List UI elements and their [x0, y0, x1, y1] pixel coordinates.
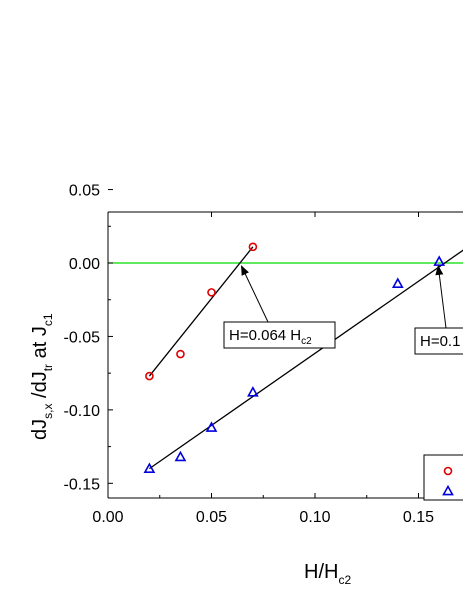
annotation-left-arrow [241, 265, 269, 323]
plot-area [108, 242, 463, 474]
y-tick-label: -0.05 [64, 329, 101, 346]
y-axis-title: dJs,x /dJtr at Jc1 [29, 313, 55, 440]
series-1-point [207, 288, 216, 297]
annotation-right-box [414, 327, 463, 355]
legend-box [423, 454, 463, 501]
series-1-point [145, 371, 154, 381]
legend-marker-series-2 [442, 484, 454, 496]
y-axis-title-s1: s,x [41, 404, 55, 419]
legend-marker-series-1 [443, 466, 453, 476]
annotation-left: H=0.064 Hc2 [223, 265, 336, 349]
x-tick-label: 0.00 [92, 509, 123, 526]
fit-line-2 [149, 249, 463, 470]
series-2-point [205, 421, 218, 432]
y-axis-title-p1: dJ [29, 419, 51, 440]
annotation-right: H=0.1 [414, 265, 463, 355]
series-1-point [248, 242, 258, 252]
annotation-left-text: H=0.064 Hc2 [229, 327, 312, 347]
series-2-point [174, 450, 187, 462]
x-axis-title-main: H/H [304, 561, 338, 583]
y-axis-title-s2: tr [41, 364, 55, 371]
annotation-right-arrow [435, 265, 447, 329]
series-2-point [391, 277, 404, 288]
axes [107, 211, 463, 499]
y-tick-label: 0.05 [69, 183, 100, 200]
annotation-left-box [223, 321, 336, 349]
y-axis-title-s3: c1 [41, 313, 55, 326]
y-axis-title-p2: /dJ [29, 371, 51, 403]
y-tick-label: -0.10 [64, 403, 101, 420]
legend [423, 454, 463, 501]
series-2-point [143, 462, 156, 474]
x-axis-title: H/Hc2 [304, 561, 351, 587]
series-1-point [176, 349, 185, 359]
x-tick-label: 0.05 [196, 509, 227, 526]
x-tick-label: 0.15 [403, 509, 434, 526]
ticks: 0.00 0.05 0.10 0.15 0.05 0.00 -0.05 -0.10 -0.15 [64, 183, 435, 526]
x-tick-label: 0.10 [299, 509, 330, 526]
series-2-point [247, 386, 259, 397]
y-tick-label: 0.00 [69, 256, 100, 273]
y-axis-title-p3: at J [29, 326, 51, 364]
annotation-right-text: H=0.1 [420, 333, 460, 350]
x-axis-title-sub: c2 [338, 573, 351, 587]
series-2-point [433, 255, 446, 266]
fit-line-1 [148, 246, 254, 377]
y-tick-label: -0.15 [64, 476, 101, 493]
